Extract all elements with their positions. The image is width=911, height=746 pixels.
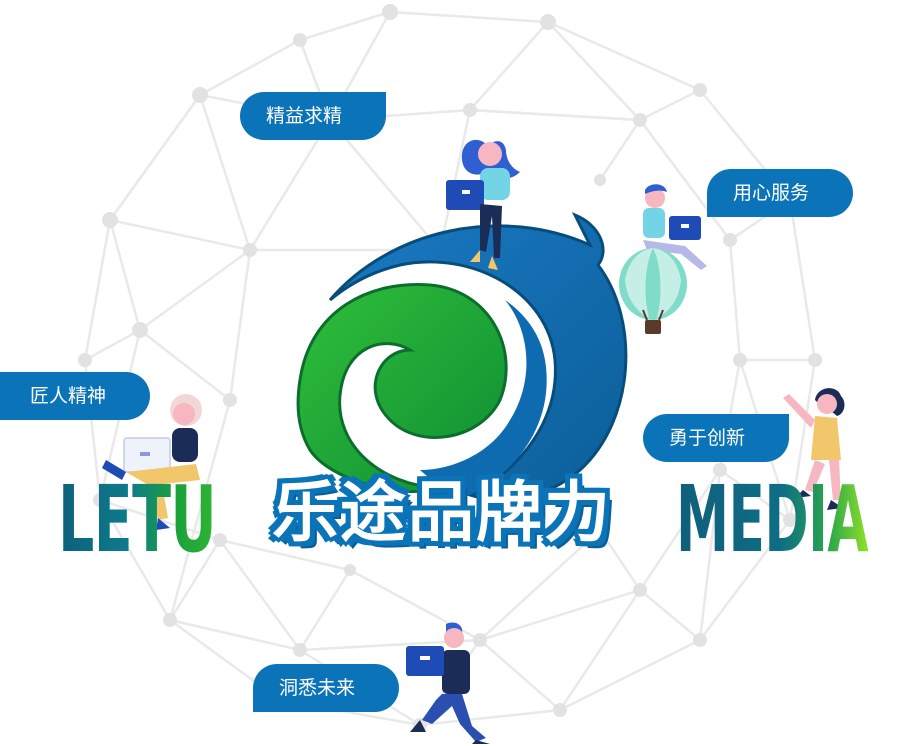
man-on-hot-air-balloon-figure [619, 184, 707, 334]
tag-service: 用心服务 [707, 169, 853, 217]
tag-craftsmanship: 匠人精神 [0, 372, 150, 420]
wordmark-brand: 乐途品牌力 [272, 474, 612, 551]
tag-excellence: 精益求精 [240, 92, 386, 140]
wordmark-media: MEDIA [676, 466, 869, 573]
wordmark-letu: LETU [58, 466, 217, 573]
man-carrying-laptop-figure [406, 622, 490, 744]
woman-with-laptop-figure [446, 139, 520, 270]
tag-insight: 洞悉未来 [253, 664, 399, 712]
woman-cheering-figure [783, 388, 845, 510]
tag-innovation: 勇于创新 [643, 414, 789, 462]
woman-sitting-with-laptop-figure [102, 394, 202, 530]
